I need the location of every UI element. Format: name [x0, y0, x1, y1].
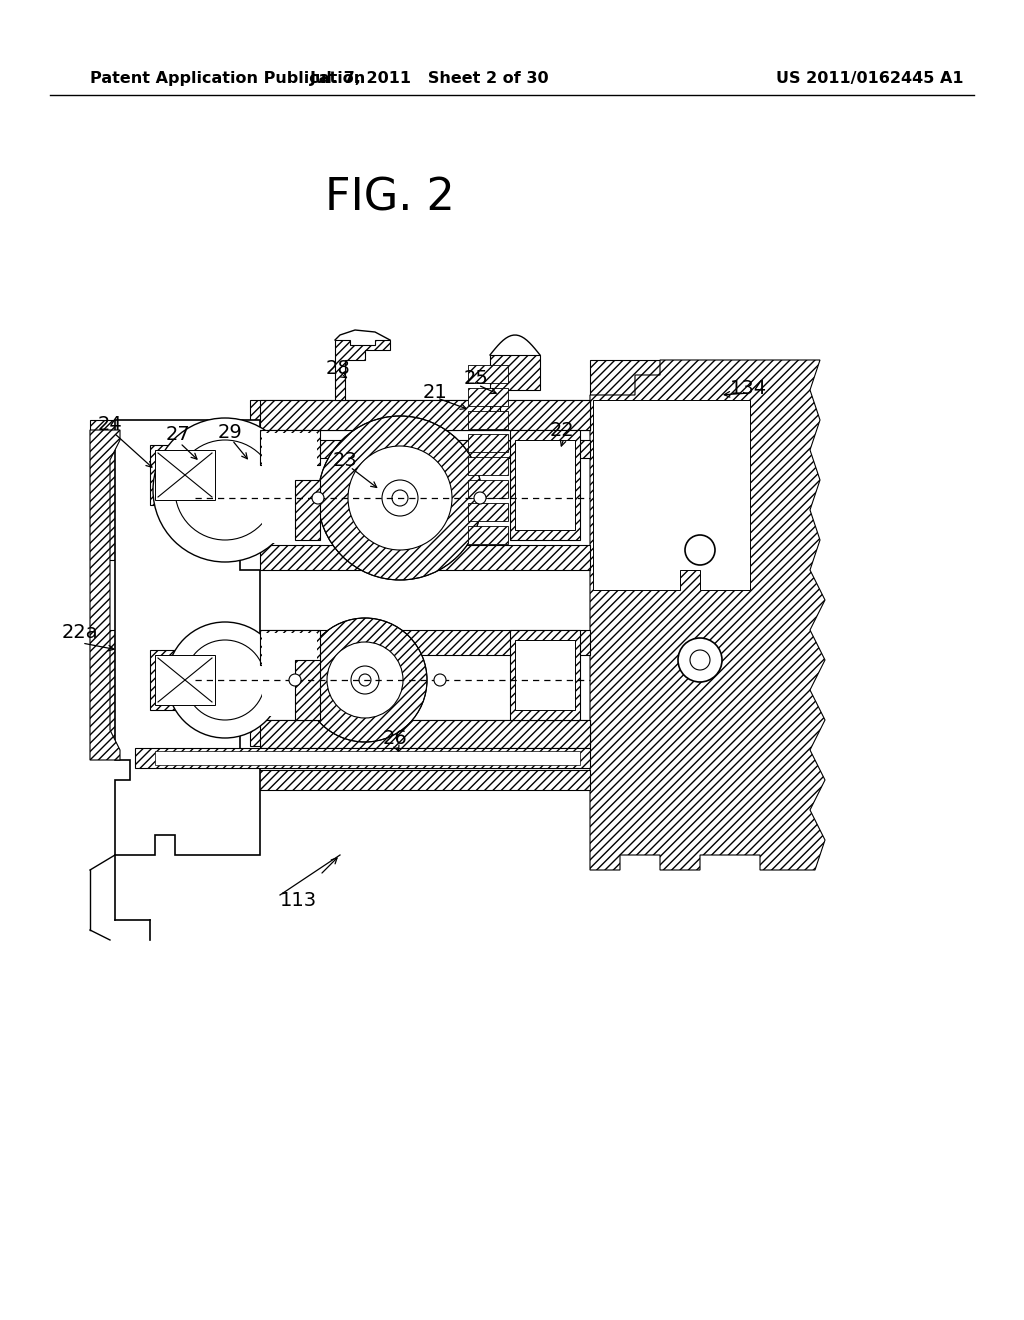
Circle shape — [303, 618, 427, 742]
Bar — [90, 630, 115, 741]
Polygon shape — [590, 360, 825, 870]
Circle shape — [167, 622, 283, 738]
Bar — [155, 751, 580, 766]
Bar — [135, 748, 590, 768]
Bar — [260, 400, 590, 430]
Bar — [155, 655, 215, 705]
Bar — [515, 640, 575, 710]
Circle shape — [289, 675, 301, 686]
Bar — [260, 545, 590, 570]
Bar — [150, 445, 220, 506]
Bar — [468, 388, 508, 407]
Text: 25: 25 — [464, 368, 488, 388]
Bar — [468, 366, 508, 383]
Bar — [250, 719, 590, 746]
Text: 134: 134 — [729, 379, 767, 397]
Bar — [262, 433, 317, 543]
Text: 28: 28 — [326, 359, 350, 378]
Polygon shape — [590, 360, 660, 395]
Text: Jul. 7, 2011   Sheet 2 of 30: Jul. 7, 2011 Sheet 2 of 30 — [310, 70, 550, 86]
Bar — [260, 630, 319, 665]
Text: 23: 23 — [333, 450, 357, 470]
Bar — [260, 630, 590, 655]
Polygon shape — [490, 355, 540, 414]
Bar — [150, 649, 220, 710]
Polygon shape — [115, 420, 260, 855]
Polygon shape — [335, 341, 390, 400]
Text: 22: 22 — [550, 421, 574, 440]
Text: 27: 27 — [166, 425, 190, 445]
Bar — [468, 434, 508, 451]
Bar — [468, 480, 508, 498]
Bar — [260, 719, 590, 748]
Circle shape — [685, 535, 715, 565]
Circle shape — [327, 642, 403, 718]
Circle shape — [175, 440, 275, 540]
Bar — [468, 457, 508, 475]
Circle shape — [392, 490, 408, 506]
Text: 113: 113 — [280, 891, 316, 909]
Bar — [90, 420, 115, 560]
Bar — [262, 634, 317, 715]
Text: US 2011/0162445 A1: US 2011/0162445 A1 — [776, 70, 964, 86]
Bar — [250, 770, 590, 789]
Polygon shape — [593, 400, 750, 590]
Circle shape — [351, 667, 379, 694]
Circle shape — [678, 638, 722, 682]
Circle shape — [153, 418, 297, 562]
Polygon shape — [90, 430, 120, 760]
Bar — [468, 525, 508, 544]
Circle shape — [690, 649, 710, 671]
Bar — [250, 440, 590, 458]
Bar — [510, 630, 580, 719]
Text: Patent Application Publication: Patent Application Publication — [90, 70, 366, 86]
Circle shape — [312, 492, 324, 504]
Bar — [295, 480, 319, 540]
Bar — [260, 430, 319, 465]
Bar — [155, 450, 215, 500]
Circle shape — [359, 675, 371, 686]
Bar — [515, 440, 575, 531]
Circle shape — [185, 640, 265, 719]
Circle shape — [348, 446, 452, 550]
Bar — [295, 660, 319, 719]
Bar — [468, 503, 508, 521]
Text: 22a: 22a — [61, 623, 98, 643]
Text: 21: 21 — [423, 383, 447, 401]
Bar — [468, 411, 508, 429]
Text: 24: 24 — [97, 416, 123, 434]
Circle shape — [318, 416, 482, 579]
Text: 26: 26 — [383, 729, 408, 747]
Bar — [250, 400, 590, 430]
Circle shape — [474, 492, 486, 504]
Bar — [510, 430, 580, 540]
Text: 29: 29 — [218, 422, 243, 441]
Circle shape — [434, 675, 446, 686]
Text: FIG. 2: FIG. 2 — [325, 177, 455, 219]
Circle shape — [382, 480, 418, 516]
